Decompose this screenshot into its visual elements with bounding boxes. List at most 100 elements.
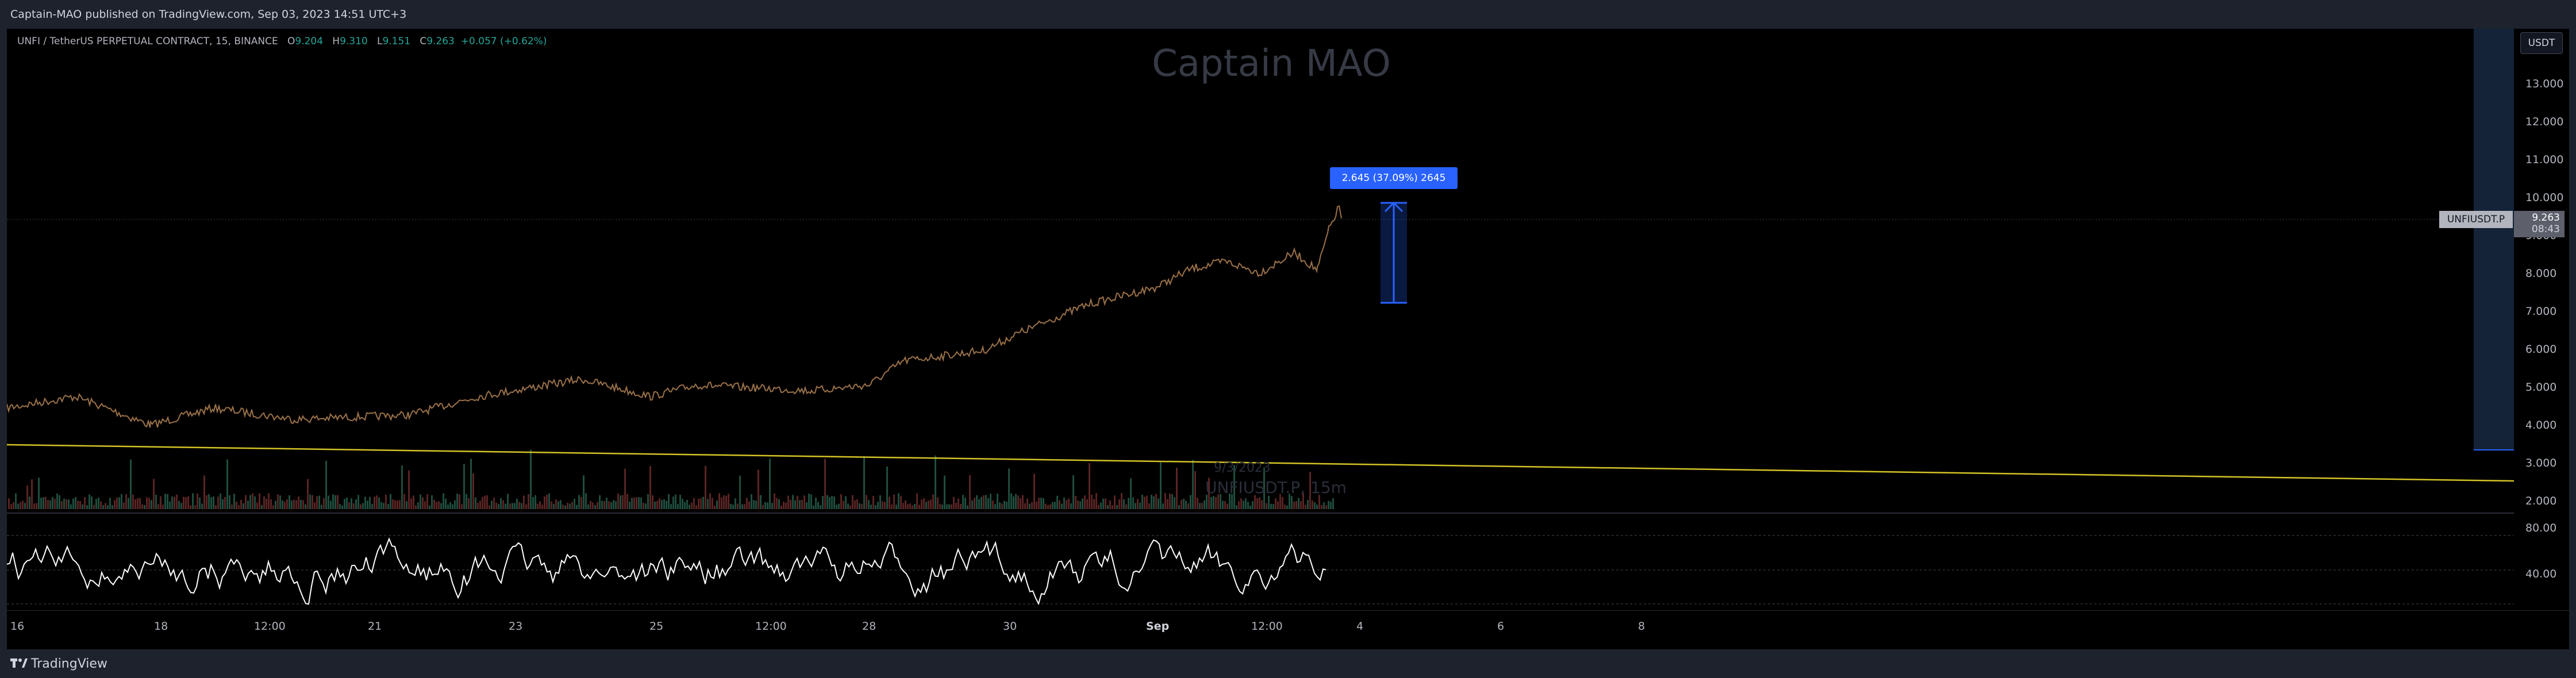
volume-bar	[459, 494, 460, 509]
volume-bar	[909, 503, 911, 509]
volume-bar	[1318, 495, 1320, 509]
volume-bar	[272, 505, 274, 509]
volume-bar	[192, 493, 194, 509]
volume-bar	[197, 493, 198, 509]
volume-bar	[569, 503, 571, 509]
volume-bar	[484, 495, 486, 509]
volume-bar	[932, 494, 934, 509]
volume-bar	[362, 503, 364, 509]
volume-bar	[1291, 496, 1293, 509]
legend-close: 9.263	[426, 36, 455, 47]
volume-bar	[518, 502, 520, 509]
volume-bar	[15, 493, 17, 509]
volume-bar	[1026, 498, 1028, 509]
volume-bar	[1231, 494, 1233, 509]
volume-bar	[916, 493, 918, 509]
volume-bar	[247, 500, 249, 509]
volume-bar	[1128, 498, 1129, 509]
volume-bar	[139, 498, 141, 509]
volume-bar	[449, 502, 451, 509]
volume-bar	[530, 449, 532, 509]
volume-bar	[783, 502, 785, 509]
currency-button[interactable]: USDT	[2520, 32, 2563, 54]
volume-bar	[486, 495, 488, 509]
volume-bar	[666, 500, 667, 509]
volume-bar	[1309, 472, 1311, 509]
volume-bar	[236, 502, 237, 509]
volume-bar	[153, 479, 155, 509]
volume-bar	[1185, 500, 1187, 509]
legend-change: +0.057 (+0.62%)	[460, 36, 547, 47]
volume-bar	[928, 500, 929, 509]
volume-bar	[1171, 494, 1173, 509]
volume-bar	[895, 504, 897, 509]
legend-o-label: O	[287, 36, 295, 47]
volume-bar	[330, 500, 332, 509]
volume-bar	[877, 502, 879, 509]
volume-bar	[231, 504, 233, 509]
volume-bar	[1084, 495, 1086, 509]
time-label: Sep	[1146, 620, 1170, 633]
volume-bar	[1286, 505, 1288, 509]
volume-bar	[316, 496, 318, 509]
volume-bar	[376, 495, 378, 509]
time-label: 23	[509, 620, 523, 633]
volume-bar	[1224, 501, 1226, 509]
volume-bar	[353, 503, 355, 509]
chart-frame[interactable]: UNFI / TetherUS PERPETUAL CONTRACT, 15, …	[7, 29, 2569, 649]
volume-bar	[1121, 493, 1122, 509]
time-label: 4	[1356, 620, 1364, 633]
volume-bar	[38, 477, 40, 509]
volume-bar	[1160, 462, 1162, 509]
volume-bar	[187, 496, 189, 509]
volume-bar	[291, 500, 293, 509]
volume-bar	[1174, 497, 1175, 509]
volume-bar	[507, 494, 509, 509]
volume-bar	[656, 500, 658, 509]
volume-bar	[907, 504, 909, 509]
tradingview-brand[interactable]: TradingView	[31, 657, 107, 671]
volume-bar	[845, 496, 847, 509]
volume-bar	[13, 502, 14, 509]
volume-bar	[987, 498, 989, 509]
volume-bar	[693, 498, 695, 509]
volume-bar	[1321, 504, 1322, 509]
trend-line	[7, 444, 2515, 482]
volume-bar	[33, 503, 35, 509]
volume-bar	[714, 505, 716, 509]
volume-bar	[525, 504, 527, 509]
volume-bar	[10, 504, 12, 509]
volume-bar	[893, 494, 895, 509]
volume-bar	[849, 505, 851, 509]
volume-bar	[162, 504, 164, 509]
price-scale[interactable]: 13.00012.00011.00010.0009.0008.0007.0006…	[2514, 29, 2569, 610]
volume-bar	[626, 494, 628, 509]
volume-bar	[1323, 502, 1325, 509]
volume-bar	[194, 505, 196, 509]
volume-bar	[1123, 499, 1125, 509]
volume-bar	[643, 503, 644, 509]
volume-bar	[976, 495, 978, 509]
chart-canvas[interactable]	[7, 29, 2569, 649]
volume-bar	[1045, 503, 1047, 509]
volume-bar	[1031, 502, 1033, 509]
volume-bar	[107, 505, 109, 509]
legend-open: 9.204	[295, 36, 324, 47]
volume-bar	[645, 503, 647, 509]
volume-bar	[1261, 500, 1263, 509]
volume-bar	[174, 496, 175, 509]
volume-bar	[36, 503, 37, 509]
volume-bar	[344, 499, 345, 509]
volume-bar	[1137, 499, 1139, 509]
volume-bar	[1008, 468, 1010, 509]
volume-bar	[833, 496, 835, 509]
time-axis[interactable]: 16 18 12:00 21 23 25 12:00 28 30 Sep 12:00 4 6 8	[7, 610, 2569, 649]
volume-bar	[1201, 503, 1203, 509]
volume-bar	[1141, 495, 1143, 509]
publish-header: Captain-MAO published on TradingView.com…	[0, 0, 2576, 29]
volume-bar	[663, 499, 665, 509]
volume-bar	[482, 496, 483, 509]
volume-bar	[130, 459, 132, 509]
volume-bar	[889, 496, 890, 509]
volume-bar	[790, 499, 791, 509]
